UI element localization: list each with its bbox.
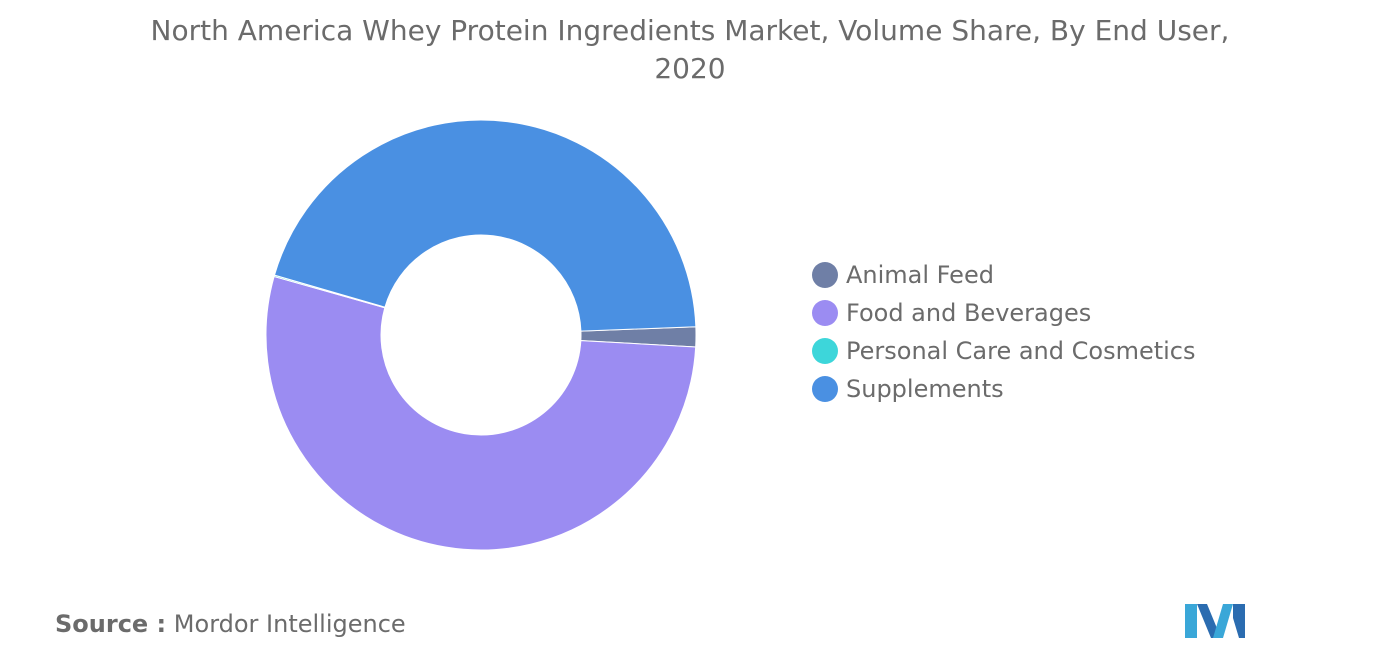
legend-label-animal-feed: Animal Feed	[846, 261, 994, 289]
legend-item-supplements[interactable]: Supplements	[812, 370, 1196, 408]
source-note: Source : Mordor Intelligence	[55, 610, 406, 638]
chart-title: North America Whey Protein Ingredients M…	[150, 14, 1230, 85]
legend-item-animal-feed[interactable]: Animal Feed	[812, 256, 1196, 294]
legend-item-food-and-beverages[interactable]: Food and Beverages	[812, 294, 1196, 332]
source-prefix: Source :	[55, 610, 167, 638]
legend-swatch-personal-care	[812, 338, 838, 364]
donut-slices	[265, 119, 697, 551]
legend-label-food-and-beverages: Food and Beverages	[846, 299, 1092, 327]
legend-swatch-supplements	[812, 376, 838, 402]
legend-swatch-food-and-beverages	[812, 300, 838, 326]
mordor-logo-icon	[1185, 604, 1245, 638]
source-name: Mordor Intelligence	[173, 610, 406, 638]
legend-label-supplements: Supplements	[846, 375, 1004, 403]
legend-label-personal-care: Personal Care and Cosmetics	[846, 337, 1196, 365]
legend-item-personal-care[interactable]: Personal Care and Cosmetics	[812, 332, 1196, 370]
legend-swatch-animal-feed	[812, 262, 838, 288]
chart-legend: Animal Feed Food and Beverages Personal …	[812, 256, 1196, 408]
slice-food-and-beverages[interactable]	[265, 275, 697, 551]
slice-supplements[interactable]	[273, 119, 697, 332]
